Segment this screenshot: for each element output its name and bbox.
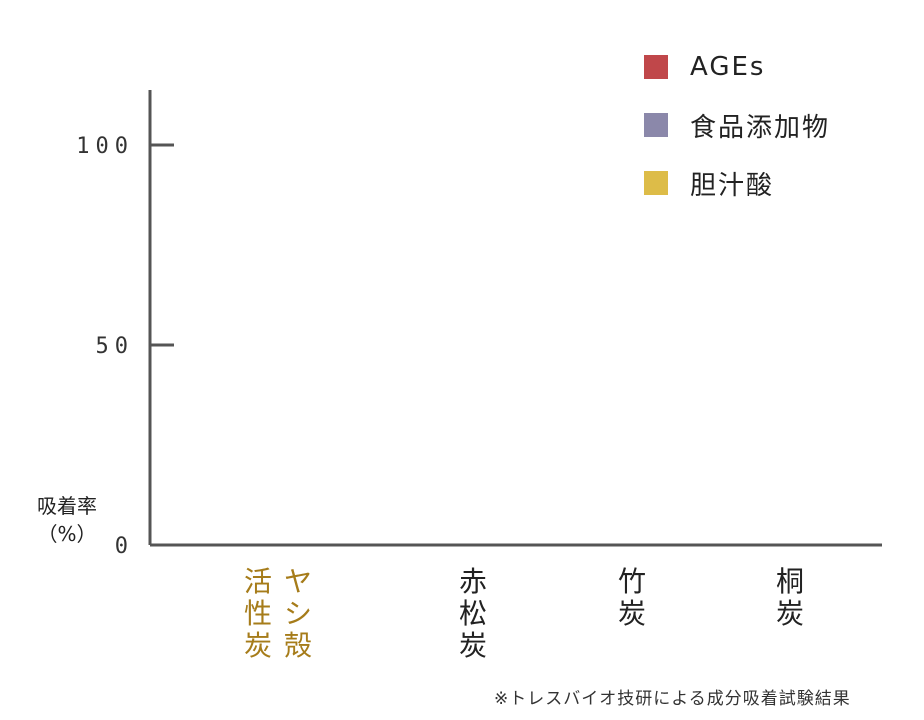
y-tick-label: 100 [76, 134, 134, 159]
x-category-label-column: ヤシ殻 [283, 565, 312, 662]
legend-swatch-food-additives [644, 113, 668, 137]
legend-item-food-additives: 食品添加物 [644, 96, 830, 154]
x-category-label-column: 活性炭 [243, 565, 272, 662]
x-category-label-column: 竹炭 [617, 565, 646, 630]
footnote: ※トレスバイオ技研による成分吸着試験結果 [494, 689, 851, 709]
legend-label-ages: AGEs [690, 52, 766, 82]
legend-item-bile-acid: 胆汁酸 [644, 154, 830, 212]
x-category-label-column: 赤松炭 [458, 565, 487, 662]
y-tick-label: 0 [115, 534, 134, 559]
y-axis-label-line-1: 吸着率 [37, 494, 97, 518]
x-category-label-column: 桐炭 [775, 565, 804, 630]
x-category-label: 桐炭 [775, 566, 805, 630]
legend-swatch-bile-acid [644, 171, 668, 195]
legend-item-ages: AGEs [644, 38, 830, 96]
legend-label-food-additives: 食品添加物 [690, 112, 831, 143]
legend: AGEs 食品添加物 胆汁酸 [644, 38, 830, 212]
legend-swatch-ages [644, 55, 668, 79]
y-tick-label: 50 [96, 334, 135, 359]
y-ticks: 100 50 0 [76, 134, 174, 559]
x-category-label: 竹炭 [617, 566, 647, 630]
x-category-label: 活性炭ヤシ殻 [243, 566, 313, 662]
x-category-label: 赤松炭 [458, 566, 488, 662]
legend-label-bile-acid: 胆汁酸 [690, 170, 775, 201]
y-axis-label: 吸着率 （%） [20, 492, 114, 548]
y-axis-label-line-2: （%） [37, 522, 97, 546]
